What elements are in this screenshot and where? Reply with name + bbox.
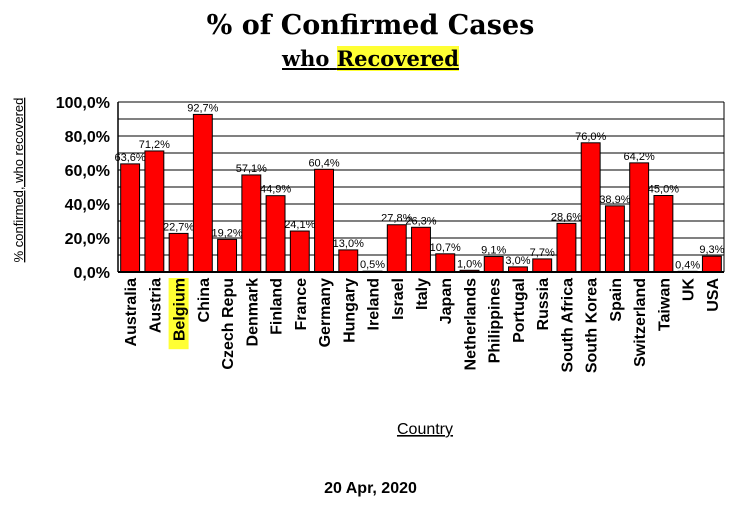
bar xyxy=(701,255,722,273)
x-axis-title: Country xyxy=(397,421,453,438)
x-tick-label: Israel xyxy=(390,278,407,320)
x-tick-label: Italy xyxy=(414,278,431,310)
bar xyxy=(629,162,650,273)
data-label: 76,0% xyxy=(575,131,606,143)
x-tick-label: Taiwan xyxy=(656,278,673,331)
x-tick-label: Denmark xyxy=(244,278,261,347)
chart-subtitle: who Recovered xyxy=(0,46,741,71)
bar xyxy=(386,224,407,273)
data-label: 22,7% xyxy=(163,221,194,233)
x-tick-label: Germany xyxy=(317,278,334,347)
data-label: 26,3% xyxy=(405,215,436,227)
data-label: 24,1% xyxy=(284,219,315,231)
bar xyxy=(556,222,577,273)
y-tick-label: 40,0% xyxy=(65,197,110,214)
data-label: 7,7% xyxy=(530,247,555,259)
chart-date: 20 Apr, 2020 xyxy=(324,480,417,497)
y-tick-label: 20,0% xyxy=(65,231,110,248)
data-label: 19,2% xyxy=(211,227,242,239)
data-label: 92,7% xyxy=(187,102,218,114)
y-tick-label: 0,0% xyxy=(74,265,110,282)
y-tick-label: 80,0% xyxy=(65,129,110,146)
data-label: 9,1% xyxy=(481,245,506,257)
data-label: 28,6% xyxy=(551,211,582,223)
bar xyxy=(653,195,674,273)
x-tick-label: Portugal xyxy=(511,278,528,343)
x-tick-label: Spain xyxy=(608,278,625,322)
x-tick-label: France xyxy=(293,278,310,331)
x-tick-label: UK xyxy=(681,278,698,302)
bar xyxy=(604,205,625,273)
data-label: 45,0% xyxy=(648,184,679,196)
y-tick-label: 100,0% xyxy=(56,95,110,112)
subtitle-highlight: Recovered xyxy=(336,46,459,71)
data-label: 27,8% xyxy=(381,213,412,225)
subtitle-prefix: who xyxy=(282,46,330,71)
x-tick-label: Hungary xyxy=(341,278,358,343)
data-label: 44,9% xyxy=(260,184,291,196)
bar xyxy=(144,150,165,273)
data-label: 63,6% xyxy=(115,152,146,164)
x-tick-label: Netherlands xyxy=(462,278,479,371)
x-tick-label: South Africa xyxy=(559,278,576,373)
bar xyxy=(217,238,238,273)
x-tick-label: China xyxy=(196,278,213,323)
y-axis-title: % confirmed, who recovered xyxy=(11,98,26,263)
bar xyxy=(338,249,359,273)
bar xyxy=(411,226,431,273)
x-tick-label: Belgium xyxy=(172,278,189,341)
x-tick-label: Finland xyxy=(269,278,286,335)
bar xyxy=(532,258,553,273)
bar xyxy=(483,256,504,273)
x-tick-label: South Korea xyxy=(584,278,601,373)
data-label: 38,9% xyxy=(599,194,630,206)
x-tick-label: Switzerland xyxy=(632,278,649,367)
data-label: 3,0% xyxy=(505,255,530,267)
x-tick-label: Ireland xyxy=(366,278,383,330)
x-tick-label: Czech Repu xyxy=(220,278,237,370)
category-highlight xyxy=(168,278,189,350)
data-label: 10,7% xyxy=(430,242,461,254)
data-label: 0,5% xyxy=(360,259,385,271)
bar xyxy=(241,174,262,273)
data-label: 57,1% xyxy=(236,163,267,175)
x-tick-label: Austria xyxy=(147,278,164,333)
x-tick-label: Philippines xyxy=(487,278,504,363)
bar xyxy=(192,113,213,273)
bar xyxy=(580,142,601,273)
bar-chart: 0,0% 20,0% 40,0% 60,0% 80,0% 100,0% 63,6%71,2%… xyxy=(11,95,725,438)
data-label: 64,2% xyxy=(624,151,655,163)
x-tick-label: Russia xyxy=(535,278,552,331)
data-label: 1,0% xyxy=(457,258,482,270)
bar xyxy=(289,230,310,273)
data-label: 13,0% xyxy=(333,238,364,250)
x-tick-label: Australia xyxy=(123,278,140,347)
data-label: 0,4% xyxy=(675,259,700,271)
data-label: 60,4% xyxy=(308,157,339,169)
bar xyxy=(265,195,286,273)
x-tick-label: Japan xyxy=(438,278,455,324)
bar xyxy=(435,253,456,273)
x-tick-label: USA xyxy=(705,278,722,312)
data-label: 71,2% xyxy=(139,139,170,151)
bar xyxy=(120,163,141,273)
bar xyxy=(168,232,189,273)
y-tick-label: 60,0% xyxy=(65,163,110,180)
chart-title: % of Confirmed Cases xyxy=(206,10,535,41)
data-label: 9,3% xyxy=(699,244,724,256)
bar xyxy=(314,168,334,273)
